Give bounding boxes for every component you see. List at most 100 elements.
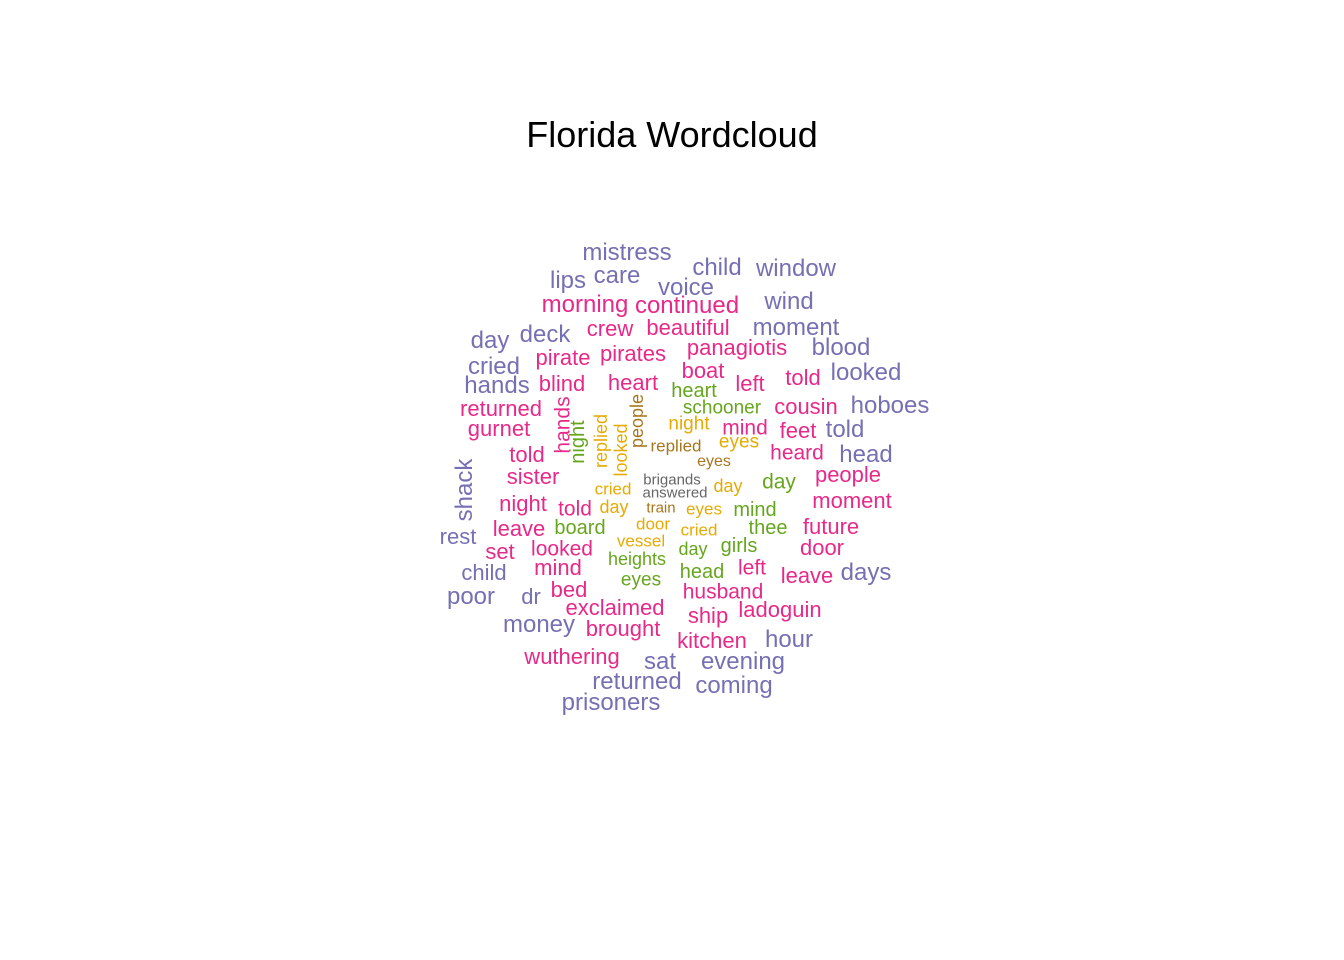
- word-eyes: eyes: [686, 499, 722, 519]
- word-train: train: [646, 499, 676, 517]
- word-cousin: cousin: [774, 394, 838, 419]
- word-wind: wind: [764, 288, 814, 315]
- word-morning: morning: [541, 291, 629, 318]
- word-looked: looked: [531, 537, 593, 561]
- word-told: told: [558, 497, 592, 521]
- word-beautiful: beautiful: [646, 315, 730, 340]
- word-continued: continued: [634, 292, 740, 319]
- word-money: money: [502, 611, 576, 638]
- word-blind: blind: [538, 371, 586, 396]
- word-heard: heard: [770, 441, 824, 465]
- word-panagiotis: panagiotis: [686, 335, 788, 360]
- word-eyes: eyes: [697, 453, 731, 470]
- word-moment: moment: [812, 488, 892, 513]
- word-pirate: pirate: [535, 345, 591, 370]
- word-blood: blood: [811, 334, 871, 361]
- word-lips: lips: [549, 267, 587, 294]
- word-evening: evening: [700, 648, 786, 675]
- word-days: days: [840, 559, 892, 586]
- word-head: head: [679, 561, 725, 583]
- word-door: door: [635, 514, 671, 534]
- word-kitchen: kitchen: [677, 628, 747, 653]
- word-mind: mind: [722, 416, 768, 440]
- word-child: child: [692, 254, 742, 281]
- word-ship: ship: [687, 603, 729, 628]
- word-returned: returned: [592, 668, 682, 695]
- word-child: child: [461, 560, 507, 585]
- word-day: day: [762, 470, 796, 494]
- word-returned: returned: [460, 396, 542, 421]
- word-mind: mind: [534, 555, 582, 580]
- word-coming: coming: [695, 672, 773, 699]
- word-sister: sister: [506, 464, 560, 489]
- word-day: day: [599, 497, 629, 517]
- word-answered: answered: [642, 484, 708, 502]
- word-gurnet: gurnet: [467, 416, 531, 441]
- word-voice: voice: [657, 274, 715, 301]
- word-board: board: [554, 517, 606, 539]
- word-eyes: eyes: [620, 569, 662, 591]
- word-crew: crew: [586, 316, 634, 341]
- word-prisoners: prisoners: [561, 689, 661, 716]
- word-replied: replied: [591, 413, 611, 469]
- chart-title: Florida Wordcloud: [526, 114, 818, 155]
- word-thee: thee: [748, 517, 788, 539]
- word-moment: moment: [752, 314, 840, 341]
- word-exclaimed: exclaimed: [565, 595, 665, 620]
- word-sat: sat: [643, 648, 677, 675]
- word-ladoguin: ladoguin: [738, 597, 822, 622]
- word-looked: looked: [830, 359, 902, 386]
- word-day: day: [678, 539, 708, 559]
- word-told: told: [509, 442, 545, 467]
- word-set: set: [485, 539, 515, 564]
- word-husband: husband: [682, 580, 764, 604]
- word-told: told: [785, 365, 821, 390]
- word-cried: cried: [467, 353, 521, 380]
- word-deck: deck: [519, 321, 571, 348]
- word-eyes: eyes: [718, 431, 760, 453]
- word-cried: cried: [680, 520, 718, 540]
- word-shack: shack: [451, 458, 478, 522]
- word-dr: dr: [521, 584, 541, 609]
- word-mind: mind: [733, 499, 777, 521]
- word-day: day: [470, 327, 510, 354]
- word-brought: brought: [585, 616, 661, 641]
- word-feet: feet: [779, 418, 817, 443]
- word-boat: boat: [681, 358, 725, 383]
- word-told: told: [825, 416, 865, 443]
- word-hands: hands: [464, 372, 530, 399]
- word-rest: rest: [439, 524, 477, 549]
- word-window: window: [755, 255, 837, 282]
- word-door: door: [799, 535, 845, 560]
- word-wuthering: wuthering: [524, 644, 620, 669]
- word-people: people: [627, 393, 647, 449]
- word-left: left: [737, 556, 767, 580]
- word-schooner: schooner: [682, 397, 762, 419]
- word-replied: replied: [650, 436, 702, 456]
- word-people: people: [814, 462, 882, 487]
- word-hoboes: hoboes: [850, 392, 930, 419]
- word-brigands: brigands: [643, 471, 701, 489]
- word-mistress: mistress: [582, 239, 672, 266]
- word-hour: hour: [764, 626, 814, 653]
- word-leave: leave: [780, 563, 834, 588]
- word-pirates: pirates: [599, 341, 667, 366]
- word-night: night: [499, 491, 547, 516]
- word-heart: heart: [671, 380, 717, 402]
- word-vessel: vessel: [616, 531, 666, 551]
- word-heart: heart: [607, 370, 659, 395]
- word-care: care: [593, 262, 641, 289]
- word-heights: heights: [607, 549, 667, 569]
- word-day: day: [713, 476, 743, 496]
- word-left: left: [735, 371, 765, 396]
- word-leave: leave: [492, 516, 546, 541]
- word-night: night: [668, 413, 710, 435]
- word-poor: poor: [446, 583, 496, 610]
- word-cried: cried: [594, 479, 632, 499]
- word-future: future: [802, 514, 860, 539]
- word-night: night: [567, 420, 589, 464]
- word-bed: bed: [550, 577, 588, 602]
- word-girls: girls: [720, 535, 758, 557]
- word-head: head: [839, 441, 893, 468]
